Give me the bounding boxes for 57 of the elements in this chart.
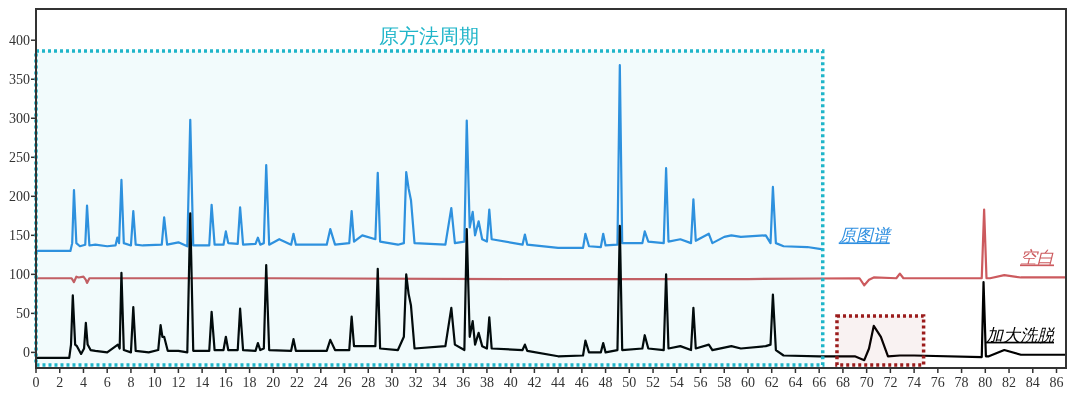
x-tick-label: 80 bbox=[978, 375, 993, 390]
x-tick-label: 30 bbox=[384, 375, 399, 390]
x-tick-label: 86 bbox=[1049, 375, 1064, 390]
y-tick-label: 200 bbox=[9, 189, 30, 205]
x-tick-label: 62 bbox=[764, 375, 779, 390]
x-tick-label: 38 bbox=[479, 375, 494, 390]
x-tick-label: 76 bbox=[930, 375, 945, 390]
x-tick-label: 4 bbox=[79, 375, 87, 390]
x-tick-label: 42 bbox=[527, 375, 542, 390]
x-tick-label: 32 bbox=[408, 375, 423, 390]
x-tick-label: 20 bbox=[266, 375, 281, 390]
x-tick-label: 48 bbox=[598, 375, 613, 390]
x-tick-label: 82 bbox=[1002, 375, 1017, 390]
x-tick-label: 34 bbox=[432, 375, 447, 390]
y-tick-label: 50 bbox=[16, 306, 30, 322]
x-tick-label: 64 bbox=[788, 375, 803, 390]
x-tick-label: 70 bbox=[859, 375, 874, 390]
x-tick-label: 8 bbox=[127, 375, 135, 390]
x-tick-label: 18 bbox=[242, 375, 257, 390]
band-label: 原方法周期 bbox=[379, 24, 480, 48]
y-tick-label: 250 bbox=[9, 150, 30, 166]
x-tick-label: 74 bbox=[907, 375, 922, 390]
x-tick-label: 56 bbox=[693, 375, 708, 390]
series-label: 原图谱 bbox=[838, 225, 893, 246]
x-tick-label: 46 bbox=[574, 375, 589, 390]
x-tick-label: 52 bbox=[646, 375, 661, 390]
x-tick-label: 60 bbox=[740, 375, 755, 390]
y-tick-label: 150 bbox=[9, 228, 30, 244]
x-tick-label: 16 bbox=[218, 375, 233, 390]
x-tick-label: 50 bbox=[622, 375, 637, 390]
x-tick-label: 12 bbox=[171, 375, 186, 390]
y-tick-label: 300 bbox=[9, 111, 30, 127]
x-tick-label: 6 bbox=[103, 375, 111, 390]
y-tick-label: 0 bbox=[23, 345, 30, 361]
x-tick-label: 84 bbox=[1025, 375, 1040, 390]
y-tick-label: 400 bbox=[9, 33, 30, 49]
series-label: 加大洗脱 bbox=[986, 324, 1055, 345]
y-tick-label: 100 bbox=[9, 267, 30, 283]
x-tick-label: 14 bbox=[195, 375, 210, 390]
x-tick-label: 66 bbox=[812, 375, 827, 390]
x-tick-label: 26 bbox=[337, 375, 352, 390]
x-tick-label: 68 bbox=[835, 375, 850, 390]
y-tick-label: 350 bbox=[9, 72, 30, 88]
x-tick-label: 22 bbox=[290, 375, 305, 390]
x-tick-label: 2 bbox=[56, 375, 64, 390]
x-tick-label: 24 bbox=[313, 375, 328, 390]
series-label: 空白 bbox=[1020, 247, 1054, 268]
x-tick-label: 0 bbox=[32, 375, 40, 390]
x-tick-label: 72 bbox=[883, 375, 898, 390]
x-tick-label: 44 bbox=[551, 375, 566, 390]
x-tick-label: 10 bbox=[147, 375, 162, 390]
x-tick-label: 54 bbox=[669, 375, 684, 390]
x-tick-label: 28 bbox=[361, 375, 376, 390]
x-tick-label: 58 bbox=[717, 375, 732, 390]
x-tick-label: 36 bbox=[456, 375, 471, 390]
x-tick-label: 78 bbox=[954, 375, 969, 390]
x-tick-label: 40 bbox=[503, 375, 518, 390]
